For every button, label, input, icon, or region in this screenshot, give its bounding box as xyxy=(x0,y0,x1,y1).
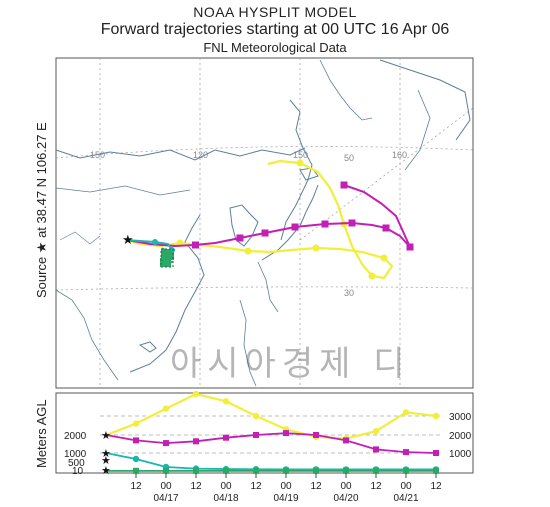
date-axis-labels: 04/17 04/18 04/19 04/20 04/21 xyxy=(153,493,418,504)
time-tick-label: 12 xyxy=(370,481,382,492)
left-level-2000: 2000 xyxy=(64,431,87,442)
height-point-3000 xyxy=(162,405,170,412)
svg-text:★: ★ xyxy=(101,455,111,467)
height-point-10 xyxy=(163,467,169,474)
height-point-10 xyxy=(433,467,439,474)
right-level-2000: 2000 xyxy=(449,431,472,442)
time-tick-label: 12 xyxy=(190,481,202,492)
height-point-10 xyxy=(403,467,409,474)
time-tick-label: 00 xyxy=(220,481,232,492)
height-point-2000 xyxy=(133,437,139,444)
height-point-3000 xyxy=(372,428,380,435)
height-point-3000 xyxy=(402,409,410,416)
height-point-10 xyxy=(283,467,289,474)
height-point-10 xyxy=(373,467,379,474)
time-tick-label: 00 xyxy=(340,481,352,492)
height-point-2000 xyxy=(193,438,199,445)
height-point-2000 xyxy=(433,450,439,456)
right-level-3000: 3000 xyxy=(449,412,472,423)
model-title: NOAA HYSPLIT MODEL xyxy=(193,4,357,20)
height-point-3000 xyxy=(432,412,440,420)
height-point-2000 xyxy=(163,440,169,447)
grid-label-lat-30: 30 xyxy=(344,288,354,298)
grid-label-lon-b: 120 xyxy=(193,150,208,160)
time-tick-label: 12 xyxy=(130,481,142,492)
height-point-3000 xyxy=(222,398,230,405)
height-point-3000 xyxy=(252,412,260,420)
trajectory-2000m xyxy=(126,181,414,251)
data-source-label: FNL Meteorological Data xyxy=(203,40,347,55)
height-line-3000 xyxy=(105,392,437,440)
trajectory-10m xyxy=(160,247,174,268)
date-label: 04/19 xyxy=(273,493,298,504)
height-point-3000 xyxy=(132,420,140,427)
left-level-1000: 1000 xyxy=(64,449,87,460)
time-tick-label: 00 xyxy=(160,481,172,492)
left-level-10: 10 xyxy=(72,466,84,477)
grid-label-lat-50: 50 xyxy=(344,153,354,163)
height-panel-frame xyxy=(55,392,474,474)
height-point-10 xyxy=(193,467,199,474)
date-label: 04/17 xyxy=(153,493,178,504)
height-point-1000 xyxy=(132,455,140,463)
svg-text:★: ★ xyxy=(101,465,111,477)
svg-text:★: ★ xyxy=(101,430,111,442)
height-point-10 xyxy=(133,467,139,474)
height-point-2000 xyxy=(283,430,289,437)
height-point-3000 xyxy=(192,390,200,398)
height-point-2000 xyxy=(373,446,379,453)
height-panel-stars: ★★★★ xyxy=(101,430,111,477)
date-label: 04/18 xyxy=(213,493,238,504)
map-frame xyxy=(55,57,474,389)
height-point-2000 xyxy=(253,432,259,438)
height-point-2000 xyxy=(343,437,349,444)
svg-text:★: ★ xyxy=(101,448,111,460)
height-line-1000 xyxy=(105,452,436,471)
time-tick-label: 12 xyxy=(310,481,322,492)
height-point-10 xyxy=(223,467,229,474)
height-point-10 xyxy=(253,467,259,474)
time-axis-labels: 12 00 12 00 12 00 12 00 12 00 12 xyxy=(130,481,442,492)
left-level-500: 500 xyxy=(68,458,85,469)
date-label: 04/21 xyxy=(393,493,418,504)
time-tick-label: 12 xyxy=(250,481,262,492)
watermark-text: 아시아경제 디 xyxy=(170,344,411,384)
height-point-10 xyxy=(343,467,349,474)
time-tick-label: 00 xyxy=(400,481,412,492)
right-level-1000: 1000 xyxy=(449,449,472,460)
date-label: 04/20 xyxy=(333,493,358,504)
height-line-2000 xyxy=(105,432,437,454)
height-point-2000 xyxy=(223,434,229,441)
height-point-10 xyxy=(313,467,319,474)
grid-label-lon-c: 150 xyxy=(293,150,308,160)
height-point-2000 xyxy=(313,432,319,438)
grid-label-lon-d: 160 xyxy=(392,150,407,160)
source-star-icon: ★ xyxy=(122,232,134,247)
trajectory-subtitle: Forward trajectories starting at 00 UTC … xyxy=(100,21,450,38)
height-panel-series xyxy=(105,390,440,474)
time-axis xyxy=(135,473,437,478)
time-tick-label: 12 xyxy=(430,481,442,492)
time-tick-label: 00 xyxy=(280,481,292,492)
height-point-2000 xyxy=(403,449,409,456)
